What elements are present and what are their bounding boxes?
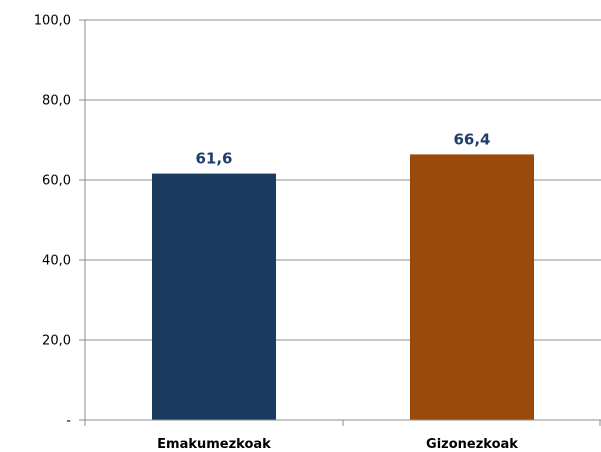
bars <box>152 154 534 420</box>
y-tick-label: 60,0 <box>42 174 71 189</box>
y-tick-label: 40,0 <box>42 254 71 269</box>
y-tick-labels: - 20,0 40,0 60,0 80,0 100,0 <box>34 14 72 429</box>
bar <box>152 173 276 420</box>
axes <box>79 19 601 426</box>
y-tick-label: 80,0 <box>42 94 71 109</box>
x-tick-labels: Emakumezkoak Gizonezkoak <box>157 437 518 452</box>
y-tick-label: 100,0 <box>34 14 71 29</box>
data-label: 61,6 <box>195 150 232 168</box>
y-tick-label: 20,0 <box>42 334 71 349</box>
x-tick-label: Emakumezkoak <box>157 437 271 452</box>
y-tick-label: - <box>66 414 71 429</box>
data-label: 66,4 <box>453 130 490 148</box>
bar <box>410 154 534 420</box>
data-labels: 61,6 66,4 <box>195 130 490 167</box>
x-tick-label: Gizonezkoak <box>426 437 518 452</box>
